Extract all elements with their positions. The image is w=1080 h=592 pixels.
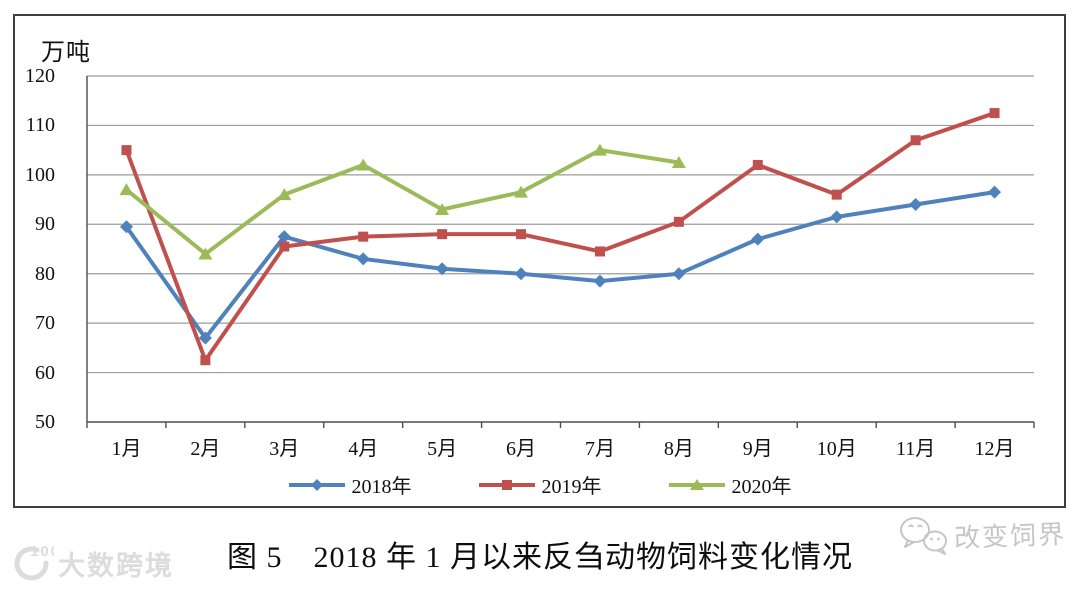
y-tick-label: 120 bbox=[25, 65, 55, 87]
data-point-series-0 bbox=[751, 232, 765, 246]
data-point-series-1 bbox=[752, 159, 763, 170]
legend-item-1: 2019年 bbox=[478, 470, 602, 499]
y-axis-unit-label: 万吨 bbox=[41, 40, 91, 66]
data-point-series-1 bbox=[831, 189, 842, 200]
data-point-series-2 bbox=[592, 143, 607, 156]
legend-label: 2018年 bbox=[351, 476, 412, 498]
legend-item-2: 2020年 bbox=[668, 470, 792, 499]
data-point-series-0 bbox=[909, 198, 923, 212]
watermark-left-text: 大数跨境 bbox=[58, 550, 174, 581]
data-point-series-1 bbox=[989, 108, 1000, 119]
data-point-series-2 bbox=[119, 183, 134, 196]
data-point-series-2 bbox=[356, 158, 371, 171]
series-line-0 bbox=[124, 190, 997, 340]
y-tick-label: 100 bbox=[25, 163, 55, 186]
data-point-series-2 bbox=[277, 188, 292, 201]
data-point-series-2 bbox=[671, 156, 686, 168]
x-tick-label: 7月 bbox=[584, 438, 615, 460]
figure-caption: 图 5 2018 年 1 月以来反刍动物饲料变化情况 bbox=[227, 541, 853, 574]
y-tick-label: 80 bbox=[35, 262, 55, 285]
x-tick-label: 10月 bbox=[816, 438, 857, 460]
y-tick-label: 70 bbox=[35, 312, 55, 335]
svg-text:100: 100 bbox=[30, 543, 54, 560]
y-tick-label: 50 bbox=[35, 411, 55, 433]
data-point-series-1 bbox=[358, 231, 369, 242]
data-point-series-1 bbox=[673, 216, 684, 227]
legend-marker-triangle-icon bbox=[668, 478, 725, 490]
data-point-series-2 bbox=[514, 185, 529, 198]
data-point-series-1 bbox=[121, 145, 132, 156]
x-tick-label: 11月 bbox=[895, 438, 936, 460]
dashukuajing-logo-icon: 100 bbox=[14, 543, 54, 581]
y-tick-label: 60 bbox=[35, 361, 55, 384]
legend-item-0: 2018年 bbox=[288, 470, 412, 499]
series-line-2 bbox=[124, 148, 681, 256]
chart-frame: 万吨 50 60 70 80 90 100 110 120 1月 2月 3月 4月 5月 6月 7月 8月 9… bbox=[13, 14, 1066, 508]
x-tick-label: 9月 bbox=[742, 438, 773, 460]
data-point-series-0 bbox=[830, 210, 844, 224]
dashukuajing-watermark: 100 大数跨境 bbox=[8, 541, 174, 585]
data-point-series-0 bbox=[356, 252, 370, 266]
legend-marker-diamond-icon bbox=[288, 478, 345, 491]
data-point-series-2 bbox=[435, 202, 450, 215]
data-point-series-1 bbox=[200, 355, 211, 366]
data-point-series-0 bbox=[198, 331, 212, 345]
data-point-series-1 bbox=[437, 229, 448, 240]
plot-area bbox=[86, 75, 1035, 428]
x-tick-label: 3月 bbox=[269, 438, 300, 460]
data-point-series-0 bbox=[119, 220, 133, 234]
data-point-series-1 bbox=[279, 241, 290, 252]
x-tick-label: 12月 bbox=[974, 438, 1015, 460]
legend-marker-square-icon bbox=[478, 479, 535, 490]
x-tick-label: 5月 bbox=[427, 438, 458, 460]
x-tick-label: 8月 bbox=[663, 438, 694, 460]
legend-label: 2019年 bbox=[541, 476, 602, 498]
data-point-series-2 bbox=[198, 247, 213, 260]
y-tick-label: 110 bbox=[25, 114, 55, 137]
legend-label: 2020年 bbox=[731, 476, 792, 498]
wechat-icon bbox=[899, 517, 947, 555]
series-line-1 bbox=[124, 111, 997, 363]
data-point-series-0 bbox=[593, 274, 607, 288]
data-point-series-0 bbox=[277, 230, 291, 244]
y-tick-label: 90 bbox=[35, 213, 55, 236]
data-point-series-1 bbox=[910, 135, 921, 146]
data-point-series-0 bbox=[988, 185, 1002, 199]
data-point-series-0 bbox=[435, 262, 449, 276]
x-tick-label: 6月 bbox=[506, 438, 537, 460]
data-point-series-0 bbox=[514, 267, 528, 281]
watermark-right-text: 改变饲界 bbox=[953, 520, 1067, 553]
x-tick-label: 2月 bbox=[190, 438, 221, 460]
data-point-series-1 bbox=[516, 229, 527, 240]
data-point-series-0 bbox=[672, 267, 686, 281]
x-tick-label: 1月 bbox=[111, 438, 142, 460]
chart-legend: 2018年 2019年 2020年 bbox=[15, 470, 1064, 499]
x-tick-label: 4月 bbox=[348, 438, 379, 460]
gaibiansijie-watermark: 改变饲界 bbox=[898, 516, 1067, 556]
data-point-series-1 bbox=[594, 246, 605, 257]
